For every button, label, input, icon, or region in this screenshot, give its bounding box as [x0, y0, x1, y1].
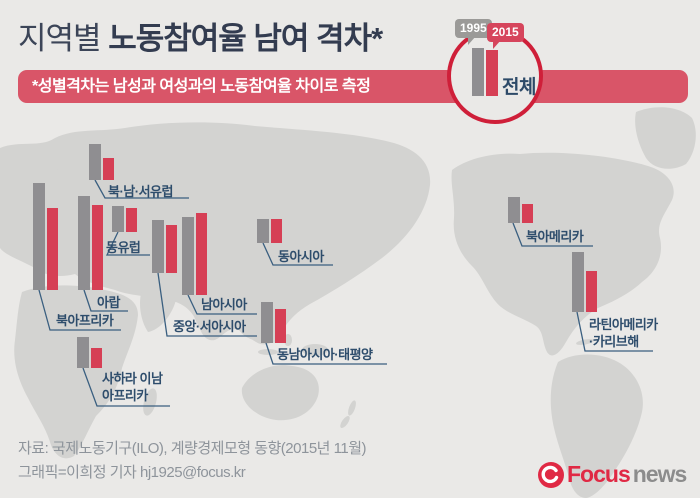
map-new-zealand-south: [340, 416, 350, 428]
bar-2015: [166, 225, 177, 273]
map-greenland: [635, 107, 696, 169]
subtitle-note: *성별격차는 남성과 여성과의 노동참여율 차이로 측정: [32, 78, 371, 95]
legend-bar-2015: [486, 50, 498, 96]
legend-bar-1995: [472, 48, 484, 96]
region-label: 남아시아: [201, 297, 247, 312]
bar-2015: [196, 213, 207, 295]
logo-text-news: news: [632, 461, 688, 487]
leader-line: [82, 367, 170, 407]
leader-line: [94, 179, 189, 199]
leader-line: [576, 311, 653, 352]
page-title: 지역별 노동참여율 남여 격차*: [18, 13, 383, 58]
legend-total-label: 전체: [502, 77, 536, 98]
legend-tag-2015: 2015: [487, 23, 524, 42]
region-label: 라틴아메리카 ·카리브해: [589, 317, 658, 349]
bar-2015: [275, 309, 286, 343]
leader-line: [38, 289, 121, 331]
logo-text-focus: Focus: [567, 461, 631, 487]
bar-1995: [572, 252, 584, 312]
map-japan: [293, 229, 307, 255]
bar-1995: [33, 183, 45, 290]
legend-tag-1995-pointer: [468, 36, 476, 45]
bar-1995: [112, 206, 124, 232]
leader-line: [83, 289, 128, 312]
page-title-bold: 노동참여율 남여 격차*: [108, 21, 383, 56]
bar-2015: [103, 158, 114, 180]
subtitle-band: *성별격차는 남성과 여성과의 노동참여율 차이로 측정: [18, 70, 688, 103]
map-britain: [45, 162, 59, 182]
legend-tag-2015-pointer: [493, 40, 501, 49]
map-south-america: [550, 354, 643, 498]
credit-text: 그래픽=이희정 기자 hj1925@focus.kr: [18, 464, 246, 481]
region-label: 사하라 이남 아프리카: [102, 371, 163, 403]
bar-2015: [271, 219, 282, 243]
region-label: 북아메리카: [526, 229, 584, 244]
legend-tag-1995: 1995: [455, 19, 492, 38]
focusnews-logo: Focus news: [538, 461, 688, 488]
source-text: 자료: 국제노동기구(ILO), 계량경제모형 동향(2015년 11월): [18, 440, 367, 457]
bar-2015: [92, 205, 103, 290]
map-africa: [14, 285, 139, 459]
bar-2015: [586, 271, 597, 312]
region-label: 중앙·서아시아: [173, 319, 246, 334]
map-sulawesi: [284, 334, 292, 346]
bar-1995: [261, 302, 273, 343]
map-north-america: [451, 152, 674, 356]
bar-1995: [78, 196, 90, 290]
region-label: 북·남·서유럽: [108, 184, 173, 199]
map-australia: [241, 365, 319, 421]
region-label: 동아시아: [278, 249, 324, 264]
leader-line: [105, 231, 150, 256]
page-title-light: 지역별: [18, 21, 102, 56]
bar-1995: [89, 144, 101, 180]
map-madagascar: [143, 388, 157, 416]
map-java: [258, 349, 278, 355]
bar-1995: [77, 337, 89, 368]
bar-1995: [257, 219, 269, 243]
bar-2015: [522, 204, 533, 223]
bar-1995: [152, 220, 164, 273]
leader-line: [187, 294, 257, 315]
map-cuba: [576, 339, 594, 345]
region-label: 동남아시아·태평양: [277, 347, 373, 362]
bar-1995: [182, 217, 194, 295]
bar-2015: [126, 208, 137, 232]
leader-line: [262, 242, 333, 266]
map-arabia: [140, 287, 176, 332]
leader-line: [512, 222, 593, 247]
bar-2015: [47, 208, 58, 290]
leader-line: [157, 272, 257, 337]
bar-2015: [91, 348, 102, 368]
leader-line: [265, 342, 387, 365]
region-label: 북아프리카: [56, 313, 114, 328]
map-new-zealand-north: [348, 400, 356, 416]
map-new-guinea: [302, 344, 328, 356]
focusnews-logo-icon: [538, 461, 564, 488]
region-label: 아랍: [97, 295, 120, 310]
bar-1995: [508, 197, 520, 223]
region-label: 동유럽: [106, 240, 141, 255]
